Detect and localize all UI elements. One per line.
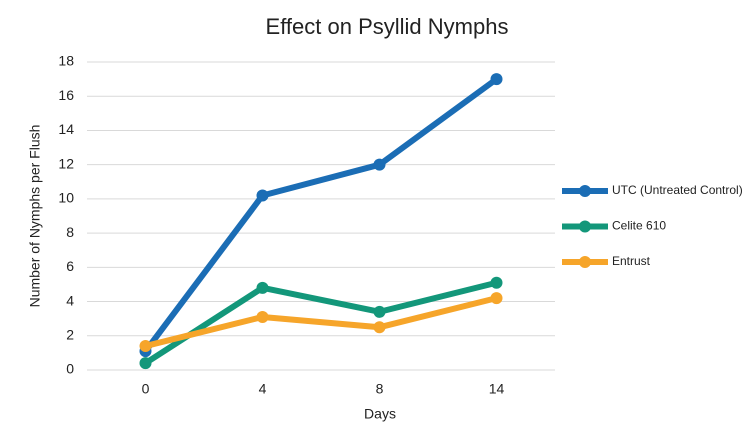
point bbox=[256, 189, 269, 202]
y-tick-label: 4 bbox=[66, 292, 74, 308]
series-line bbox=[143, 279, 498, 366]
y-tick-label: 18 bbox=[58, 53, 74, 69]
point bbox=[490, 276, 503, 289]
point bbox=[256, 281, 269, 294]
series-line bbox=[143, 76, 499, 353]
y-axis-label: Number of Nymphs per Flush bbox=[27, 125, 43, 308]
x-tick-label: 4 bbox=[259, 381, 267, 397]
legend-label: UTC (Untreated Control) bbox=[612, 183, 743, 197]
legend-marker bbox=[579, 256, 591, 268]
point bbox=[373, 321, 386, 334]
x-tick-label: 8 bbox=[376, 381, 384, 397]
point bbox=[490, 73, 503, 86]
series-line bbox=[144, 295, 498, 349]
point bbox=[373, 158, 386, 171]
legend-label: Celite 610 bbox=[612, 219, 666, 233]
legend-label: Entrust bbox=[612, 254, 651, 268]
point bbox=[490, 292, 503, 305]
y-tick-label: 0 bbox=[66, 361, 74, 377]
y-tick-label: 12 bbox=[58, 155, 74, 171]
point bbox=[373, 305, 386, 318]
y-tick-label: 10 bbox=[58, 190, 74, 206]
point bbox=[139, 357, 152, 370]
y-tick-label: 14 bbox=[58, 121, 74, 137]
x-tick-label: 0 bbox=[142, 381, 150, 397]
x-axis-label: Days bbox=[364, 406, 396, 422]
y-tick-label: 8 bbox=[66, 224, 74, 240]
point bbox=[139, 340, 152, 353]
chart-title: Effect on Psyllid Nymphs bbox=[266, 14, 509, 39]
legend-marker bbox=[579, 220, 591, 233]
y-tick-label: 6 bbox=[66, 258, 74, 274]
x-tick-label: 14 bbox=[489, 381, 505, 397]
y-tick-label: 2 bbox=[66, 326, 74, 342]
point bbox=[256, 310, 269, 323]
legend-marker bbox=[579, 185, 591, 197]
y-tick-label: 16 bbox=[58, 87, 74, 103]
